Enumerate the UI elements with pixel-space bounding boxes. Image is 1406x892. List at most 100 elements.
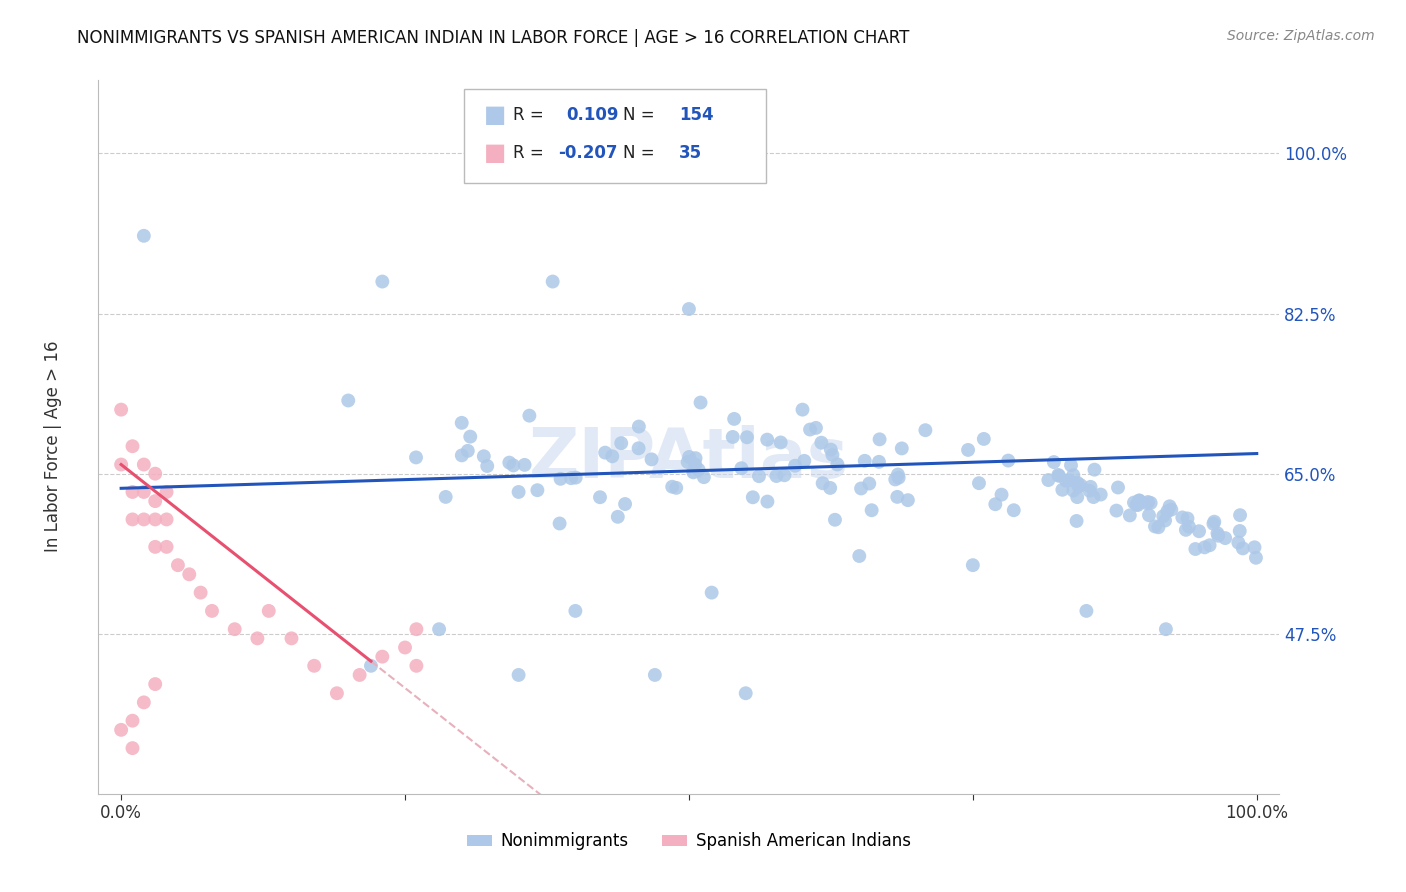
Point xyxy=(810,435,832,450)
Text: ZIPAtlas: ZIPAtlas xyxy=(529,425,849,492)
Point xyxy=(984,497,1007,511)
Point xyxy=(526,483,548,498)
Point xyxy=(1054,474,1077,488)
Point xyxy=(371,275,394,289)
Point xyxy=(1154,622,1177,636)
Point xyxy=(508,485,530,500)
Point xyxy=(1213,531,1236,545)
Point xyxy=(132,458,155,472)
Point xyxy=(887,467,910,482)
Point xyxy=(589,490,612,504)
Point xyxy=(804,421,827,435)
Point xyxy=(661,480,683,494)
Point xyxy=(730,461,752,475)
Point xyxy=(678,450,700,464)
Point xyxy=(541,275,564,289)
Point xyxy=(890,442,912,456)
Point xyxy=(224,622,246,636)
Text: ■: ■ xyxy=(484,103,506,127)
Point xyxy=(734,686,756,700)
Point xyxy=(1137,508,1160,523)
Point xyxy=(457,443,479,458)
Point xyxy=(458,430,481,444)
Point xyxy=(450,416,472,430)
Point xyxy=(1047,468,1070,483)
Point xyxy=(849,482,872,496)
Point xyxy=(756,433,779,447)
Point xyxy=(190,585,212,599)
Point xyxy=(627,419,650,434)
Point xyxy=(818,481,841,495)
Point xyxy=(1152,509,1174,524)
Point xyxy=(121,485,143,500)
Point xyxy=(783,458,806,473)
Point xyxy=(1229,524,1251,538)
Point xyxy=(914,423,936,437)
Point xyxy=(1066,514,1088,528)
Point xyxy=(450,449,472,463)
Legend: Nonimmigrants, Spanish American Indians: Nonimmigrants, Spanish American Indians xyxy=(461,826,917,857)
Point xyxy=(640,452,662,467)
Text: -0.207: -0.207 xyxy=(558,144,617,161)
Point xyxy=(957,442,980,457)
Point xyxy=(665,481,688,495)
Point xyxy=(1066,475,1088,490)
Point xyxy=(990,488,1012,502)
Point xyxy=(741,490,763,504)
Point xyxy=(405,622,427,636)
Point xyxy=(868,455,890,469)
Point xyxy=(1177,511,1199,525)
Point xyxy=(1171,510,1194,524)
Point xyxy=(121,439,143,453)
Point xyxy=(519,409,541,423)
Point xyxy=(1229,508,1251,523)
Point xyxy=(121,741,143,756)
Point xyxy=(1060,458,1083,473)
Point xyxy=(1080,480,1102,494)
Point xyxy=(179,567,201,582)
Point xyxy=(1202,516,1225,531)
Point xyxy=(997,453,1019,467)
Point xyxy=(1243,541,1265,555)
Point xyxy=(614,497,637,511)
Point xyxy=(1083,490,1105,504)
Point xyxy=(735,430,758,444)
Point xyxy=(1128,493,1150,508)
Point xyxy=(1076,604,1098,618)
Point xyxy=(564,604,586,618)
Point xyxy=(693,470,716,484)
Point xyxy=(676,455,699,469)
Point xyxy=(1047,467,1070,482)
Text: 154: 154 xyxy=(679,106,714,124)
Point xyxy=(1204,515,1226,529)
Point xyxy=(155,485,177,500)
Point xyxy=(1090,487,1112,501)
Text: 0.109: 0.109 xyxy=(567,106,619,124)
Point xyxy=(394,640,416,655)
Point xyxy=(1062,483,1084,498)
Point xyxy=(143,467,166,481)
Point xyxy=(360,658,382,673)
Point xyxy=(600,450,623,464)
Point xyxy=(1174,523,1197,537)
Point xyxy=(1139,496,1161,510)
Point xyxy=(337,393,360,408)
Text: 35: 35 xyxy=(679,144,702,161)
Point xyxy=(820,442,842,457)
Point xyxy=(610,436,633,450)
Point xyxy=(1038,473,1060,487)
Point xyxy=(110,723,132,737)
Point xyxy=(371,649,394,664)
Point xyxy=(143,512,166,526)
Point xyxy=(1147,520,1170,534)
Text: NONIMMIGRANTS VS SPANISH AMERICAN INDIAN IN LABOR FORCE | AGE > 16 CORRELATION C: NONIMMIGRANTS VS SPANISH AMERICAN INDIAN… xyxy=(77,29,910,46)
Point xyxy=(405,658,427,673)
Point xyxy=(1136,495,1159,509)
Point xyxy=(689,395,711,409)
Point xyxy=(246,632,269,646)
Point xyxy=(1194,541,1216,555)
Point xyxy=(821,448,844,462)
Point xyxy=(1206,529,1229,543)
Text: N =: N = xyxy=(623,144,654,161)
Point xyxy=(606,509,628,524)
